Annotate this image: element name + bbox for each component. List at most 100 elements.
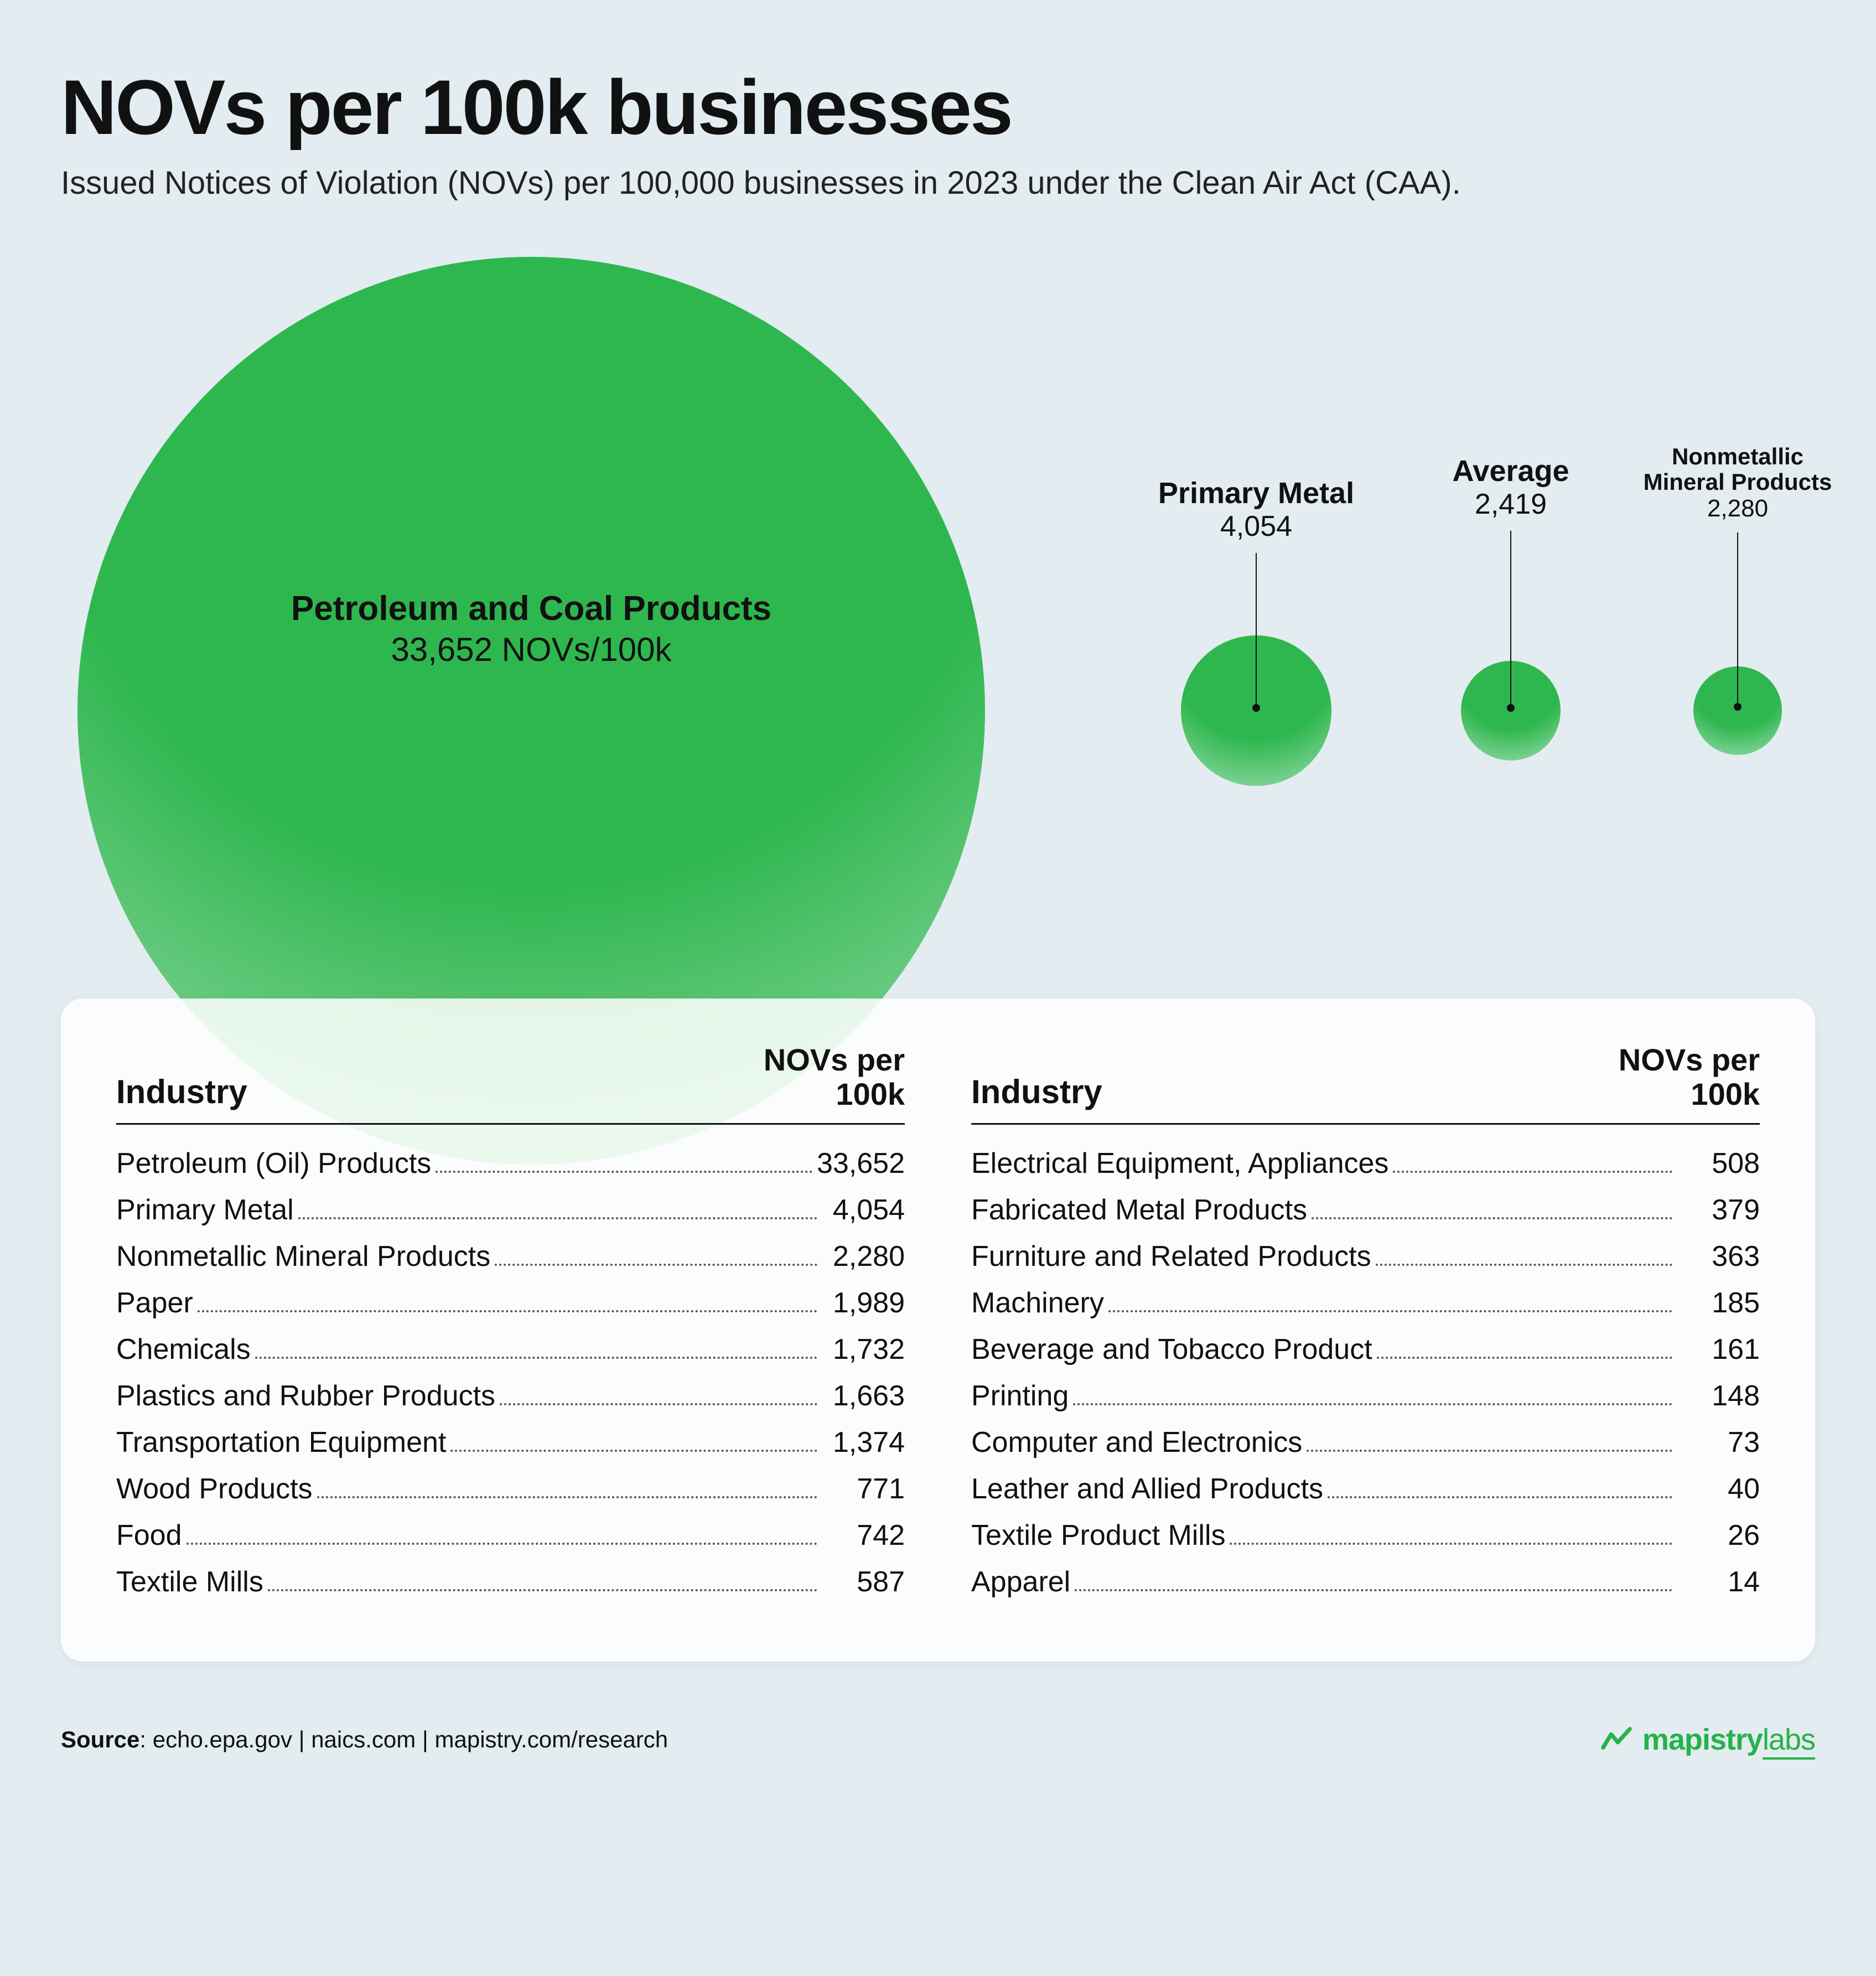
row-name: Machinery	[971, 1286, 1104, 1320]
row-value: 14	[1677, 1565, 1760, 1599]
table-row: Textile Mills 587	[116, 1565, 905, 1599]
page-title: NOVs per 100k businesses	[61, 66, 1815, 148]
row-value: 771	[822, 1472, 905, 1506]
table-row: Leather and Allied Products40	[971, 1472, 1760, 1506]
row-name: Electrical Equipment, Appliances	[971, 1147, 1388, 1180]
row-dots	[298, 1217, 817, 1219]
row-value: 2,280	[822, 1240, 905, 1273]
row-dots	[317, 1496, 817, 1498]
table-row: Textile Product Mills26	[971, 1519, 1760, 1552]
leader-line	[1737, 532, 1738, 707]
leader-dot-icon	[1507, 704, 1515, 712]
row-name: Beverage and Tobacco Product	[971, 1333, 1372, 1366]
row-value: 4,054	[822, 1193, 905, 1227]
table-row: Computer and Electronics 73	[971, 1426, 1760, 1459]
row-name: Apparel	[971, 1565, 1070, 1599]
row-dots	[268, 1589, 817, 1591]
row-dots	[1312, 1217, 1672, 1219]
row-name: Paper	[116, 1286, 193, 1320]
row-value: 379	[1677, 1193, 1760, 1227]
row-name: Printing	[971, 1379, 1069, 1413]
table-row: Wood Products 771	[116, 1472, 905, 1506]
footer: Source: echo.epa.gov | naics.com | mapis…	[61, 1722, 1815, 1757]
leader-line	[1510, 531, 1511, 708]
row-value: 161	[1677, 1333, 1760, 1366]
bubble-small-value: 4,054	[1112, 510, 1400, 543]
main-bubble-value: 33,652 NOVs/100k	[199, 630, 863, 669]
leader-line	[1256, 553, 1257, 708]
header-industry: Industry	[116, 1073, 247, 1111]
row-dots	[450, 1450, 817, 1452]
table-row: Chemicals 1,732	[116, 1333, 905, 1366]
table-row: Electrical Equipment, Appliances 508	[971, 1147, 1760, 1180]
row-name: Leather and Allied Products	[971, 1472, 1323, 1506]
row-value: 742	[822, 1519, 905, 1552]
row-dots	[1073, 1403, 1672, 1405]
row-value: 73	[1677, 1426, 1760, 1459]
header-value: NOVs per100k	[764, 1043, 905, 1111]
row-value: 587	[822, 1565, 905, 1599]
leader-dot-icon	[1252, 704, 1260, 712]
brand-logo: mapistrylabs	[1600, 1722, 1815, 1757]
bubble-chart: Petroleum and Coal Products 33,652 NOVs/…	[61, 224, 1815, 999]
row-dots	[436, 1171, 812, 1173]
header-value: NOVs per100k	[1619, 1043, 1760, 1111]
table-row: Apparel 14	[971, 1565, 1760, 1599]
row-value: 1,663	[822, 1379, 905, 1413]
row-dots	[1376, 1264, 1672, 1266]
bubble-small-label: Primary Metal4,054	[1112, 477, 1400, 712]
row-value: 1,374	[822, 1426, 905, 1459]
table-row: Paper1,989	[116, 1286, 905, 1320]
row-value: 33,652	[817, 1147, 905, 1180]
table-row: Printing 148	[971, 1379, 1760, 1413]
leader-dot-icon	[1734, 703, 1742, 711]
table-row: Petroleum (Oil) Products33,652	[116, 1147, 905, 1180]
table-row: Transportation Equipment 1,374	[116, 1426, 905, 1459]
row-dots	[1307, 1450, 1672, 1452]
row-dots	[1328, 1496, 1672, 1498]
table-left-column: Industry NOVs per100k Petroleum (Oil) Pr…	[116, 1043, 905, 1612]
bubble-small-name: Primary Metal	[1112, 477, 1400, 510]
row-dots	[495, 1264, 817, 1266]
row-dots	[255, 1357, 817, 1359]
row-name: Furniture and Related Products	[971, 1240, 1371, 1273]
row-name: Textile Mills	[116, 1565, 263, 1599]
table-header: Industry NOVs per100k	[116, 1043, 905, 1125]
row-name: Fabricated Metal Products	[971, 1193, 1307, 1227]
page-subtitle: Issued Notices of Violation (NOVs) per 1…	[61, 164, 1815, 201]
brand-sub: labs	[1763, 1723, 1815, 1760]
table-row: Furniture and Related Products 363	[971, 1240, 1760, 1273]
bubble-small-label: NonmetallicMineral Products2,280	[1594, 444, 1876, 711]
row-dots	[500, 1403, 817, 1405]
table-header: Industry NOVs per100k	[971, 1043, 1760, 1125]
table-row: Primary Metal 4,054	[116, 1193, 905, 1227]
row-dots	[1393, 1171, 1672, 1173]
row-value: 508	[1677, 1147, 1760, 1180]
header-industry: Industry	[971, 1073, 1102, 1111]
row-dots	[1108, 1310, 1672, 1312]
bubble-small-name: NonmetallicMineral Products	[1594, 444, 1876, 495]
row-value: 148	[1677, 1379, 1760, 1413]
table-row: Food 742	[116, 1519, 905, 1552]
row-value: 1,732	[822, 1333, 905, 1366]
row-name: Transportation Equipment	[116, 1426, 446, 1459]
main-bubble-label: Petroleum and Coal Products 33,652 NOVs/…	[199, 589, 863, 669]
row-name: Food	[116, 1519, 182, 1552]
table-row: Machinery 185	[971, 1286, 1760, 1320]
row-name: Primary Metal	[116, 1193, 294, 1227]
bubble-small-value: 2,280	[1594, 495, 1876, 523]
row-name: Chemicals	[116, 1333, 251, 1366]
row-dots	[1377, 1357, 1672, 1359]
table-row: Nonmetallic Mineral Products2,280	[116, 1240, 905, 1273]
row-value: 185	[1677, 1286, 1760, 1320]
row-name: Wood Products	[116, 1472, 313, 1506]
brand-name: mapistry	[1642, 1723, 1763, 1756]
main-bubble-name: Petroleum and Coal Products	[199, 589, 863, 628]
row-value: 363	[1677, 1240, 1760, 1273]
table-row: Fabricated Metal Products 379	[971, 1193, 1760, 1227]
row-name: Computer and Electronics	[971, 1426, 1302, 1459]
table-row: Beverage and Tobacco Product 161	[971, 1333, 1760, 1366]
row-dots	[198, 1310, 817, 1312]
table-row: Plastics and Rubber Products 1,663	[116, 1379, 905, 1413]
row-name: Plastics and Rubber Products	[116, 1379, 495, 1413]
